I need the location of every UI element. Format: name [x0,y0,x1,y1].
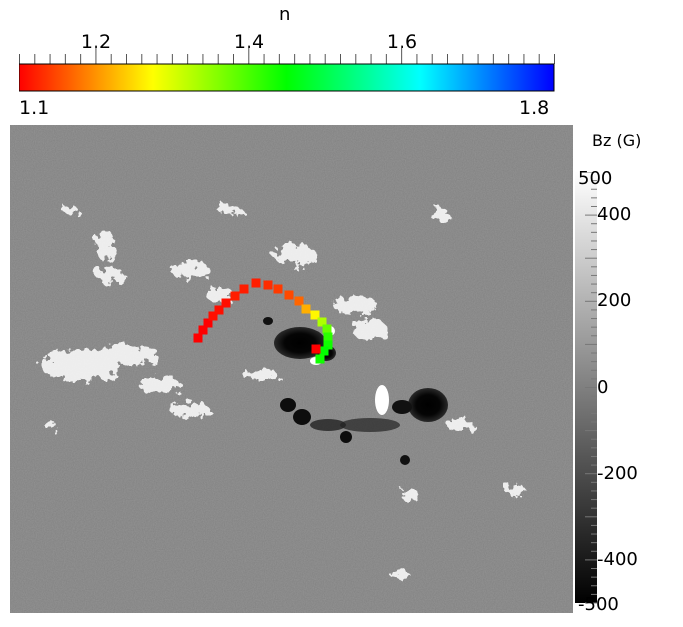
n-colorbar [19,46,555,92]
n-colorbar-min-label: 1.1 [19,97,50,119]
twist-marker [322,324,332,334]
twist-marker [203,318,213,328]
bz-colorbar-title: Bz (G) [592,131,642,150]
twist-marker [311,344,321,354]
n-colorbar-ticks [19,46,555,64]
bz-tick-label: 0 [597,376,609,398]
twist-number-markers [193,278,333,364]
bz-colorbar-ticks [585,172,597,604]
twist-marker [239,284,249,294]
bz-colorbar [575,172,597,604]
n-colorbar-gradient [19,63,555,92]
bz-tick-label: -200 [597,462,638,484]
bz-tick-label: 200 [597,290,632,312]
twist-marker [284,290,294,300]
twist-marker [230,291,240,301]
twist-marker [198,325,208,335]
twist-marker [310,310,320,320]
twist-marker [251,278,261,288]
magnetogram-image [10,125,573,613]
n-colorbar-max-label: 1.8 [519,97,550,119]
twist-marker [323,332,333,342]
twist-marker [273,284,283,294]
twist-marker [301,304,311,314]
twist-marker [323,340,333,350]
bz-tick-label: 500 [578,168,613,190]
twist-marker [263,280,273,290]
bz-tick-label: -400 [597,548,638,570]
twist-marker [214,305,224,315]
twist-marker [221,298,231,308]
twist-marker [315,354,325,364]
twist-marker [208,311,218,321]
twist-marker [193,333,203,343]
bz-tick-label: 400 [597,204,632,226]
n-colorbar-title: n [279,4,291,25]
bz-tick-label: -500 [578,593,619,615]
twist-marker [319,346,329,356]
twist-marker [294,296,304,306]
twist-marker [317,317,327,327]
